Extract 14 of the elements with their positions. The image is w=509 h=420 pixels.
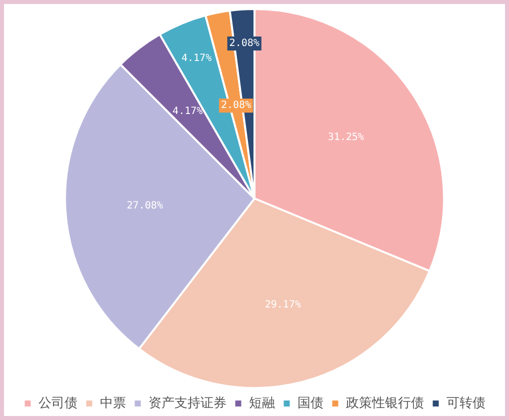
data-label: 2.08% <box>229 38 260 50</box>
data-label: 4.17% <box>172 106 203 117</box>
data-label: 29.17% <box>264 299 301 310</box>
legend-label: 中票 <box>100 396 126 411</box>
legend-label: 可转债 <box>446 396 486 411</box>
data-label: 27.08% <box>126 200 163 212</box>
data-label: 2.08% <box>220 100 252 112</box>
legend-label: 公司债 <box>38 396 78 411</box>
data-label: 4.17% <box>181 53 212 64</box>
data-label: 31.25% <box>328 132 364 144</box>
legend-label: 短融 <box>248 396 275 411</box>
legend-label: 政策性银行债 <box>346 396 424 411</box>
legend-label: 资产支持证券 <box>148 396 226 411</box>
legend-label: 国债 <box>297 396 324 411</box>
